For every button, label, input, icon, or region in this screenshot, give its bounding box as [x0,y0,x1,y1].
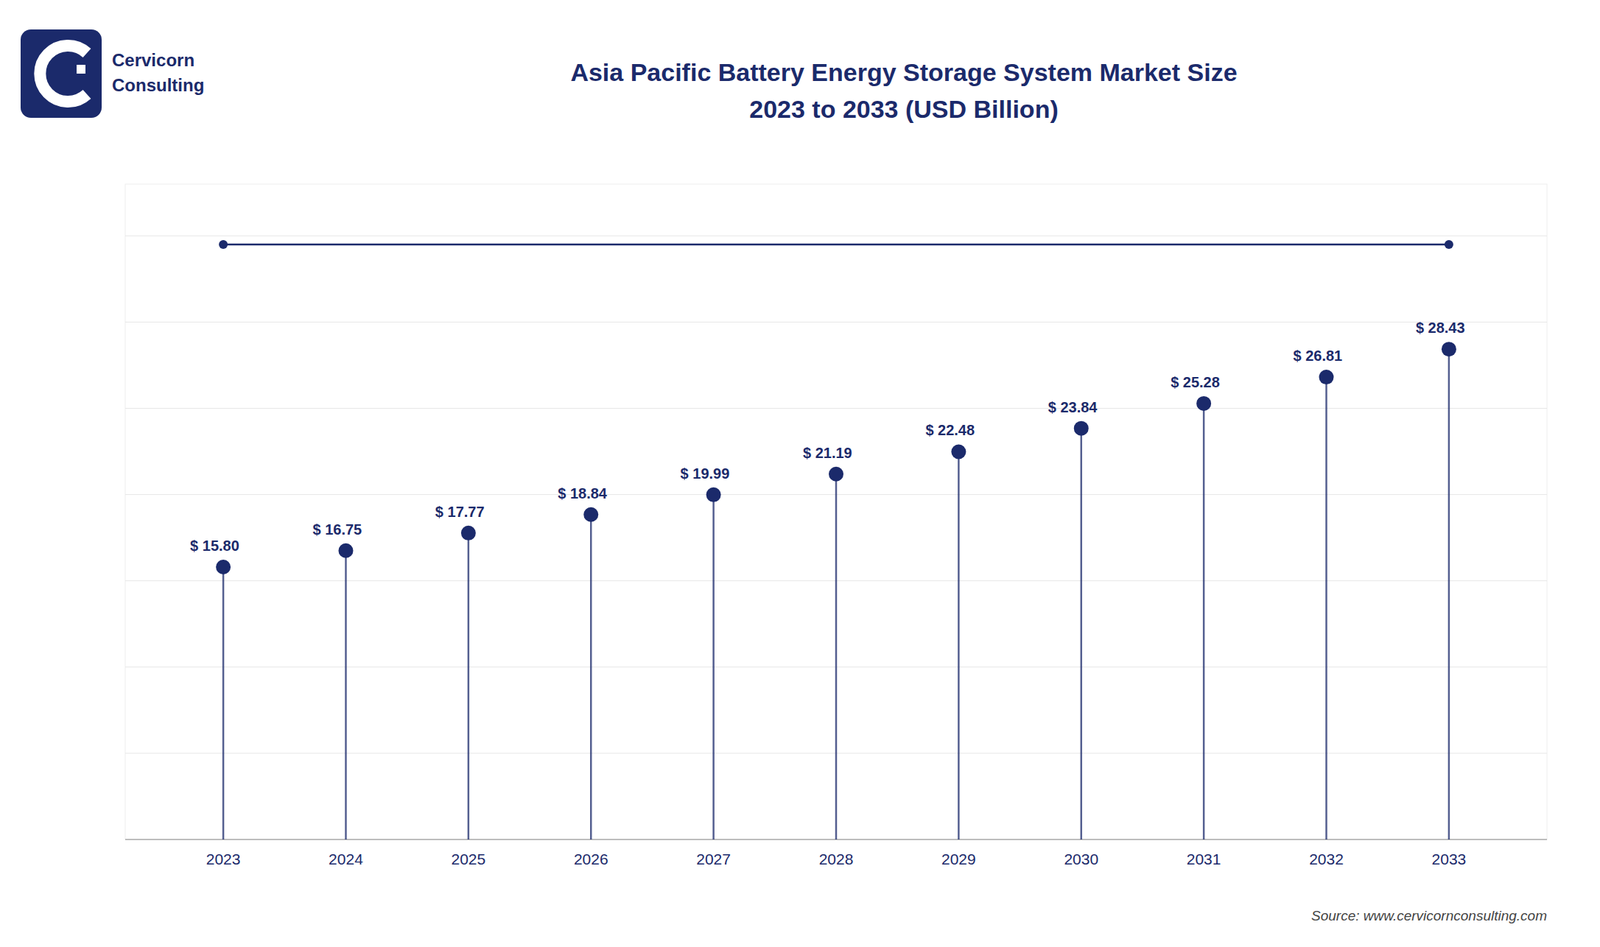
data-label: $ 17.77 [435,503,485,521]
data-label: $ 15.80 [190,537,240,554]
logo-box [20,29,102,118]
data-label: $ 16.75 [312,521,362,538]
data-label: $ 21.19 [802,444,853,462]
x-tick-label: 2030 [1063,850,1099,868]
data-label: $ 18.84 [557,485,608,502]
stem [1325,377,1328,840]
stem [344,551,347,840]
stem [590,514,593,840]
stem [957,451,960,840]
logo-text: Cervicorn [111,50,195,70]
marker [1319,369,1335,385]
source-text: Source: www.cervicornconsulting.com [1311,908,1547,924]
data-label: $ 26.81 [1293,347,1343,364]
marker [951,444,966,459]
data-label: $ 25.28 [1170,374,1220,391]
grid-line [125,408,1547,409]
x-tick-label: 2026 [573,850,609,868]
x-tick-label: 2027 [696,850,731,868]
stem [467,533,470,840]
plot-frame [125,184,1547,840]
stem [712,495,715,840]
stem [1448,349,1451,840]
marker [1441,341,1457,357]
grid-line [125,321,1547,323]
top-line [223,243,1449,247]
subtitle: 2023 to 2033 (USD Billion) [749,95,1058,124]
logo-text: Consulting [111,75,205,96]
marker [583,507,599,523]
chart: 2023 2024 2025 2026 2027 2028 2029 2030 2031 2032… [0,0,1600,947]
stem [1080,428,1083,840]
logo-c [39,45,87,102]
marker [461,525,476,541]
marker [338,543,353,559]
grid-line [125,235,1547,237]
marker [706,487,722,503]
marker [828,467,844,482]
stem [835,474,838,840]
top-line-dot [1444,240,1454,249]
data-label: $ 23.84 [1048,399,1099,416]
x-tick-label: 2025 [451,850,487,868]
data-label: $ 22.48 [925,422,975,439]
x-tick-label: 2023 [206,850,241,868]
marks [215,240,1457,840]
x-tick-label: 2028 [819,850,854,868]
top-line-dot [218,240,228,249]
marker [1074,421,1089,437]
stem [222,567,225,840]
logo-square [76,64,86,74]
data-label: $ 19.99 [680,465,731,482]
logo [20,29,102,118]
x-tick-label: 2029 [941,850,977,868]
x-tick-label: 2033 [1432,850,1467,868]
x-tick-label: 2024 [328,850,364,868]
x-tick-label: 2032 [1309,850,1344,868]
stem [1202,403,1206,840]
data-label: $ 28.43 [1415,319,1466,336]
title: Asia Pacific Battery Energy Storage Syst… [570,58,1237,87]
marker [1196,396,1212,412]
x-tick-label: 2031 [1186,850,1222,868]
marker [215,559,231,575]
